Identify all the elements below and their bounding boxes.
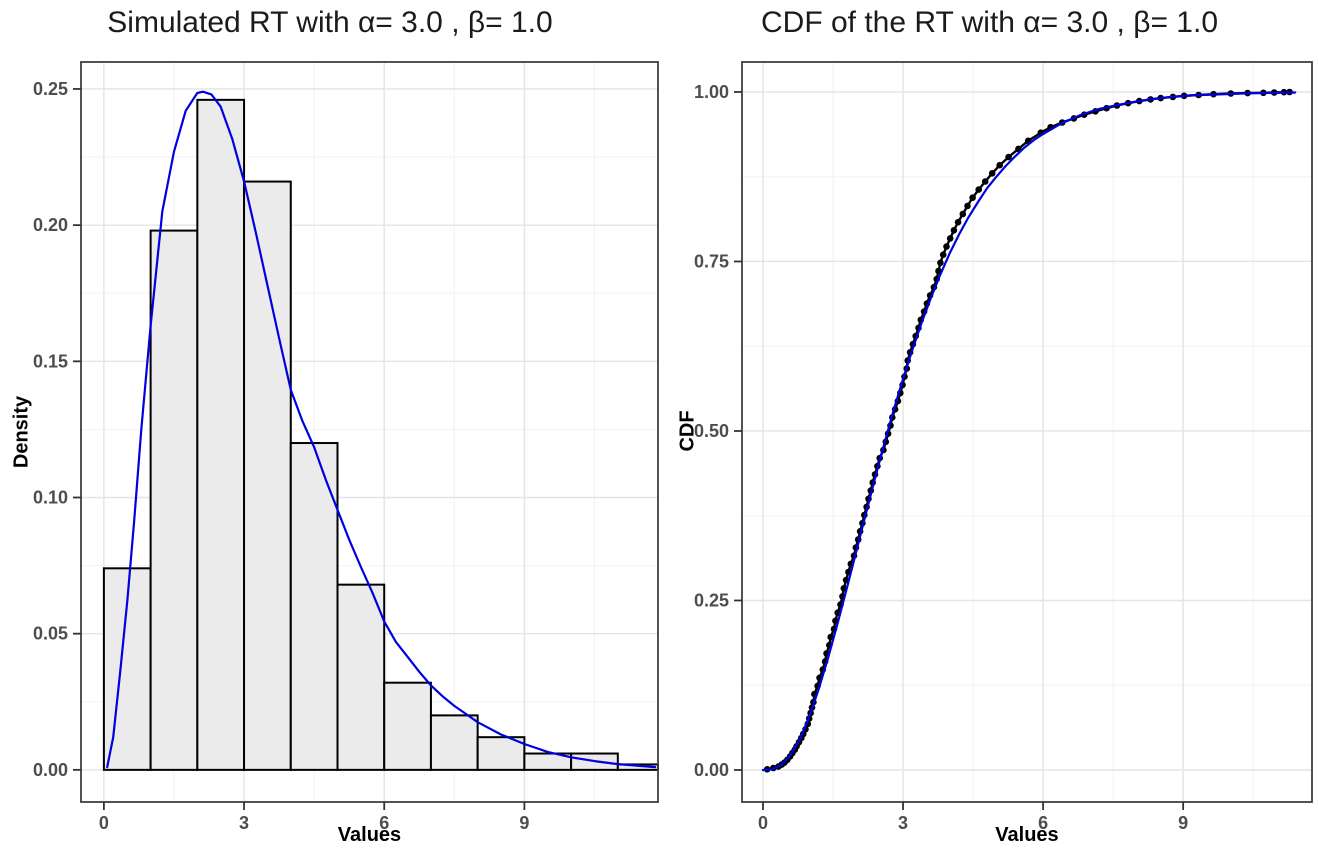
y-tick-label: 0.25 [33,79,68,99]
histogram-bar [336,583,386,771]
ecdf-point [996,161,1003,169]
ecdf-point [946,235,954,242]
theoretical-cdf-curve [761,91,1297,772]
x-tick-label: 9 [519,813,529,833]
y-tick-label: 0.00 [33,760,68,780]
right-plot-title: CDF of the RT with α= 3.0 , β= 1.0 [760,6,1219,39]
ecdf-point [950,227,958,234]
histogram-bars [102,98,660,771]
y-tick-label: 1.00 [694,82,729,102]
x-tick-label: 6 [1038,813,1048,833]
ecdf-point [964,202,971,210]
x-tick-label: 3 [239,813,249,833]
y-tick-label: 0.05 [33,624,68,644]
ecdf-point [981,178,989,185]
ecdf-point [969,194,976,201]
x-tick-label: 0 [99,813,109,833]
ecdf-point [1005,153,1012,161]
histogram-bar [429,714,479,771]
y-tick-label: 0.75 [694,251,729,271]
right-x-axis-title: Values [995,824,1059,846]
left-plot-title: Simulated RT with α= 3.0 , β= 1.0 [107,6,553,39]
panel-border [741,61,1313,803]
ecdf-point [988,170,996,177]
x-tick-label: 9 [1178,813,1188,833]
x-tick-label: 0 [758,813,768,833]
x-tick-label: 6 [379,813,389,833]
histogram-bar [149,229,199,771]
right-y-axis-title: CDF [676,410,699,452]
y-tick-label: 0.20 [33,215,68,235]
y-tick-label: 0.00 [694,760,729,780]
left-y-axis-title: Density [10,395,33,469]
histogram-panel-axis-ticks: 0 3 6 9 0.00 0.05 0.10 0.15 0.20 0.25 [33,79,529,833]
ecdf-point [939,251,947,258]
y-tick-label: 0.25 [694,590,729,610]
left-x-axis-title: Values [337,824,402,846]
ecdf-point [937,259,944,267]
cdf-panel-axis-ticks: 0 3 6 9 0.00 0.25 0.50 0.75 1.00 [694,82,1188,833]
ecdf-point [959,210,967,218]
cdf-panel-gridlines [742,62,1312,802]
histogram-bar [243,180,292,771]
y-tick-label: 0.50 [694,421,729,441]
ecdf-point [943,243,950,250]
density-curve [106,90,657,769]
ecdf-point [975,186,982,193]
x-tick-label: 3 [898,813,908,833]
histogram-panel: 0 3 6 9 0.00 0.05 0.10 0.15 0.20 0.25 [33,61,660,833]
histogram-bar [196,98,246,771]
histogram-bar [383,681,432,771]
histogram-bar [289,442,339,771]
panel-border [80,61,659,803]
y-tick-label: 0.15 [33,351,68,371]
ecdf-point [954,218,962,226]
cdf-panel: 0 3 6 9 0.00 0.25 0.50 0.75 1.00 [694,61,1313,833]
y-tick-label: 0.10 [33,488,68,508]
